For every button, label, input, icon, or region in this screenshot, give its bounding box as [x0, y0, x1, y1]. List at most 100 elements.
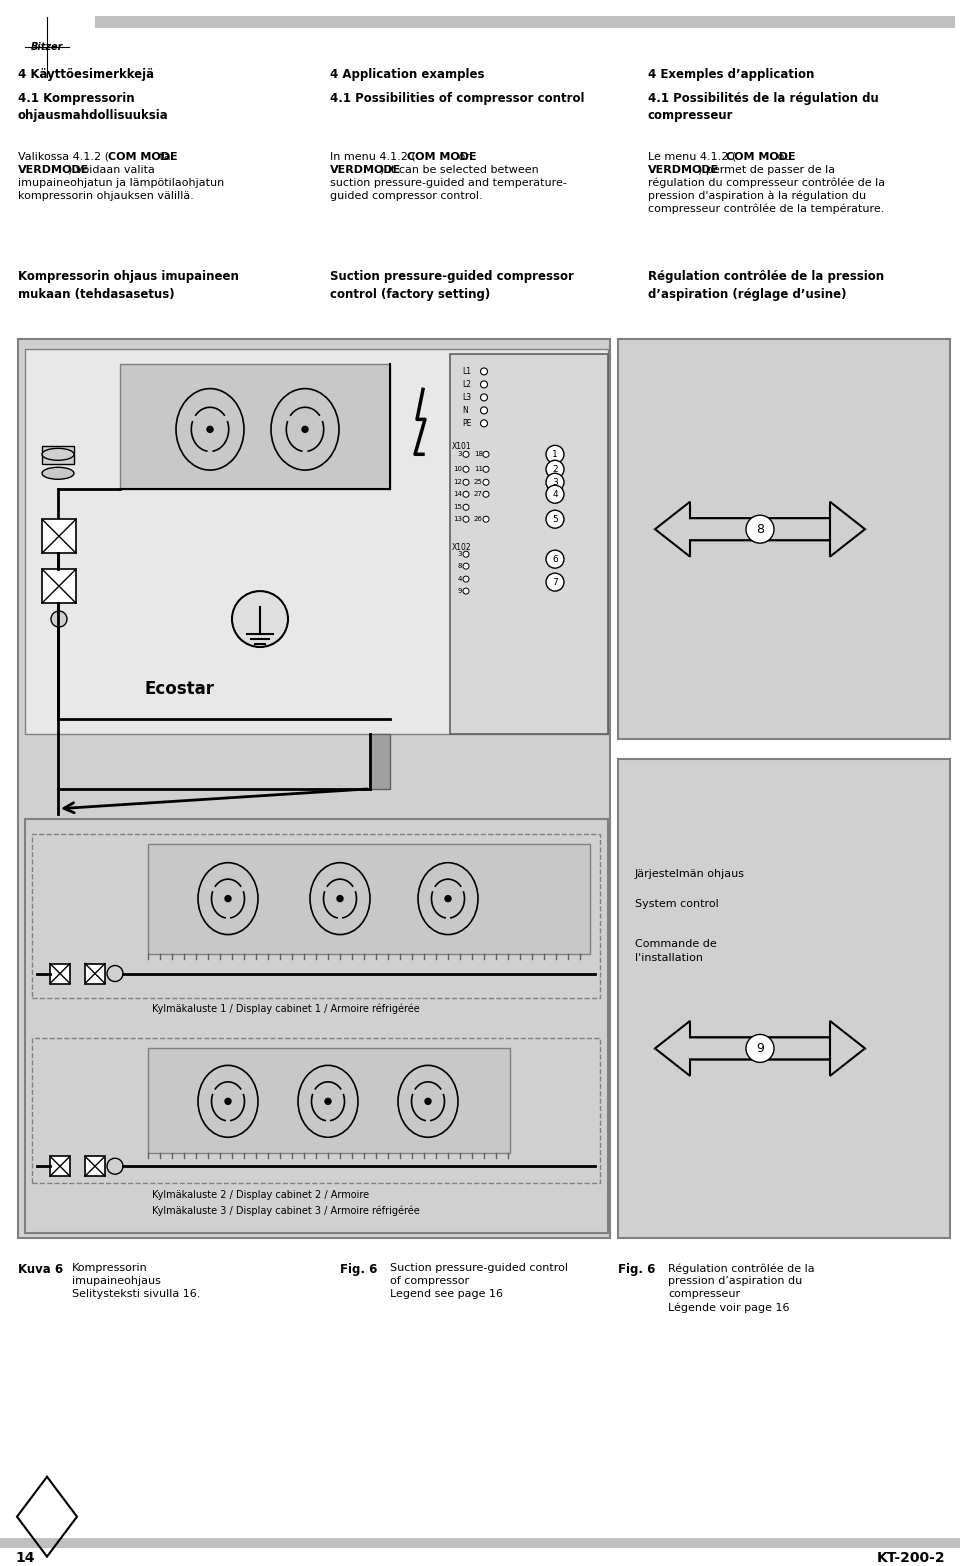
Circle shape — [463, 576, 469, 583]
Text: VERDMODE: VERDMODE — [330, 164, 401, 175]
Text: Fig. 6: Fig. 6 — [618, 1264, 656, 1276]
Circle shape — [107, 1159, 123, 1174]
Text: Bitzer: Bitzer — [31, 42, 63, 52]
Circle shape — [337, 896, 343, 902]
Text: 4 Exemples d’application: 4 Exemples d’application — [648, 67, 814, 81]
Text: ou: ou — [774, 152, 791, 161]
Bar — [370, 734, 390, 789]
Circle shape — [225, 896, 231, 902]
Text: Kompressorin: Kompressorin — [72, 1264, 148, 1273]
Text: 7: 7 — [552, 578, 558, 587]
Circle shape — [546, 445, 564, 464]
Circle shape — [546, 550, 564, 568]
Text: tai: tai — [156, 152, 174, 161]
Text: Commande de
l'installation: Commande de l'installation — [635, 938, 717, 963]
Bar — [148, 844, 590, 954]
Bar — [148, 1048, 510, 1153]
Text: 18: 18 — [474, 451, 483, 457]
Text: Fig. 6: Fig. 6 — [340, 1264, 377, 1276]
Text: N: N — [462, 406, 468, 415]
Text: 4 Käyttöesimerkkejä: 4 Käyttöesimerkkejä — [18, 67, 155, 81]
Text: 4: 4 — [458, 576, 462, 583]
Text: Kylmäkaluste 3 / Display cabinet 3 / Armoire réfrigérée: Kylmäkaluste 3 / Display cabinet 3 / Arm… — [152, 1206, 420, 1215]
Text: Kylmäkaluste 2 / Display cabinet 2 / Armoire: Kylmäkaluste 2 / Display cabinet 2 / Arm… — [152, 1190, 370, 1200]
Circle shape — [445, 896, 451, 902]
FancyArrow shape — [690, 501, 865, 556]
Bar — [50, 963, 70, 983]
Text: L2: L2 — [462, 381, 471, 388]
Bar — [618, 340, 950, 739]
Circle shape — [232, 590, 288, 647]
Bar — [42, 446, 74, 464]
Bar — [42, 568, 76, 603]
Circle shape — [325, 1098, 331, 1104]
Text: 8: 8 — [756, 523, 764, 536]
Circle shape — [302, 426, 308, 432]
Text: 27: 27 — [474, 492, 483, 498]
Bar — [42, 520, 76, 553]
Text: 5: 5 — [552, 515, 558, 523]
Circle shape — [483, 479, 489, 485]
Bar — [95, 16, 955, 28]
Circle shape — [481, 368, 488, 374]
Bar — [25, 819, 608, 1232]
Text: 4.1 Kompressorin
ohjausmahdollisuuksia: 4.1 Kompressorin ohjausmahdollisuuksia — [18, 92, 169, 122]
Circle shape — [546, 460, 564, 478]
Text: compresseur contrôlée de la température.: compresseur contrôlée de la température. — [648, 204, 884, 215]
Text: pression d'aspiration à la régulation du: pression d'aspiration à la régulation du — [648, 191, 866, 200]
Text: 12: 12 — [453, 479, 462, 485]
Text: L3: L3 — [462, 393, 471, 402]
Text: 4: 4 — [552, 490, 558, 498]
Text: COM MODE: COM MODE — [108, 152, 178, 161]
Text: ) permet de passer de la: ) permet de passer de la — [698, 164, 835, 175]
Text: X101: X101 — [452, 442, 471, 451]
Circle shape — [481, 395, 488, 401]
Text: ) it can be selected between: ) it can be selected between — [380, 164, 539, 175]
Text: Selitysteksti sivulla 16.: Selitysteksti sivulla 16. — [72, 1289, 201, 1300]
Text: In menu 4.1.2 (: In menu 4.1.2 ( — [330, 152, 416, 161]
Circle shape — [483, 517, 489, 521]
Text: kompressorin ohjauksen välillä.: kompressorin ohjauksen välillä. — [18, 191, 194, 200]
Text: Kuva 6: Kuva 6 — [18, 1264, 63, 1276]
Circle shape — [546, 511, 564, 528]
Text: 3: 3 — [458, 551, 462, 557]
FancyArrow shape — [690, 1021, 865, 1076]
Text: 3: 3 — [458, 451, 462, 457]
Text: Kylmäkaluste 1 / Display cabinet 1 / Armoire réfrigérée: Kylmäkaluste 1 / Display cabinet 1 / Arm… — [152, 1004, 420, 1013]
Bar — [85, 963, 105, 983]
Text: guided compressor control.: guided compressor control. — [330, 191, 483, 200]
Text: System control: System control — [635, 899, 719, 908]
Circle shape — [483, 492, 489, 498]
Text: imupaineohjaus: imupaineohjaus — [72, 1276, 161, 1286]
Ellipse shape — [42, 467, 74, 479]
Text: Valikossa 4.1.2 (: Valikossa 4.1.2 ( — [18, 152, 109, 161]
Text: 4.1 Possibilités de la régulation du
compresseur: 4.1 Possibilités de la régulation du com… — [648, 92, 878, 122]
Circle shape — [746, 515, 774, 543]
Text: 9: 9 — [458, 589, 462, 594]
Circle shape — [483, 467, 489, 473]
Bar — [450, 354, 608, 734]
Circle shape — [481, 420, 488, 428]
Text: Suction pressure-guided compressor
control (factory setting): Suction pressure-guided compressor contr… — [330, 269, 574, 301]
Text: Legend see page 16: Legend see page 16 — [390, 1289, 503, 1300]
Circle shape — [463, 504, 469, 511]
Text: COM MODE: COM MODE — [726, 152, 796, 161]
Circle shape — [225, 1098, 231, 1104]
Text: imupaineohjatun ja lämpötilaohjatun: imupaineohjatun ja lämpötilaohjatun — [18, 177, 225, 188]
Text: Régulation contrôlée de la: Régulation contrôlée de la — [668, 1264, 815, 1273]
Bar — [0, 1538, 960, 1547]
Text: compresseur: compresseur — [668, 1289, 740, 1300]
Bar — [32, 833, 600, 999]
Text: Le menu 4.1.2 (: Le menu 4.1.2 ( — [648, 152, 736, 161]
Bar — [32, 1038, 600, 1184]
Circle shape — [546, 573, 564, 590]
Circle shape — [746, 1035, 774, 1062]
Text: ) voidaan valita: ) voidaan valita — [68, 164, 155, 175]
Circle shape — [546, 485, 564, 503]
Bar — [18, 340, 610, 1239]
Circle shape — [463, 467, 469, 473]
Text: 15: 15 — [453, 504, 462, 511]
FancyArrow shape — [655, 1021, 830, 1076]
Circle shape — [546, 473, 564, 492]
Text: 4 Application examples: 4 Application examples — [330, 67, 485, 81]
